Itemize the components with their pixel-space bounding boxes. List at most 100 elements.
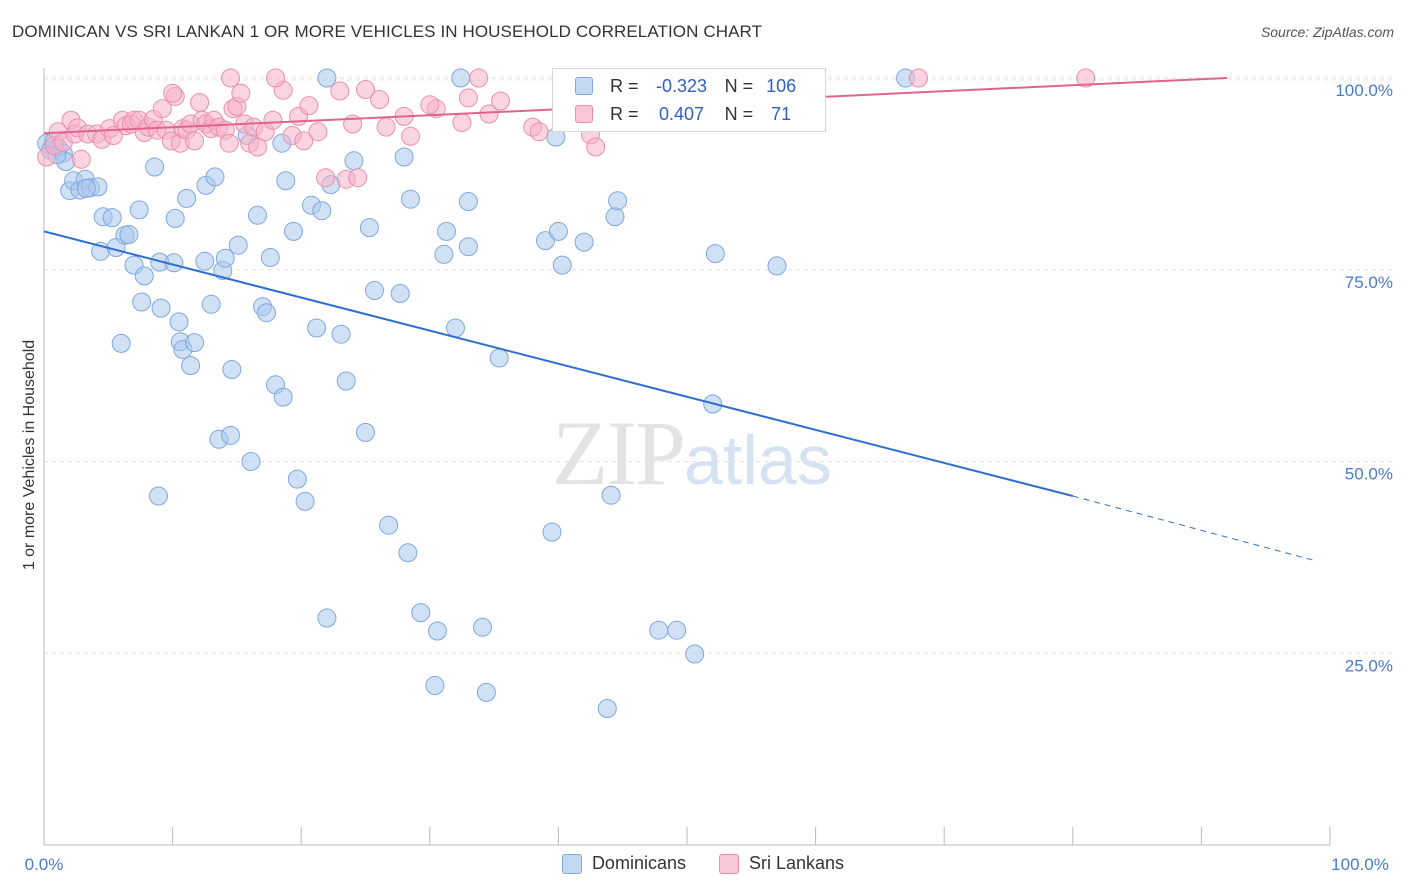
data-point xyxy=(111,333,131,353)
data-point xyxy=(370,90,390,109)
axes xyxy=(43,68,1331,846)
series-legend: Dominicans Sri Lankans xyxy=(0,852,1406,874)
data-point xyxy=(129,200,149,220)
source-label: Source: ZipAtlas.com xyxy=(1260,24,1394,40)
r-value: -0.323 xyxy=(656,75,708,96)
data-point xyxy=(308,122,328,142)
data-point xyxy=(336,371,356,391)
data-point xyxy=(317,608,337,628)
legend-swatch-sri-lankans xyxy=(719,853,739,874)
data-point xyxy=(469,68,489,88)
tick-labels: 25.0% 50.0% 75.0% 100.0% 0.0% 100.0% xyxy=(25,81,1393,874)
stats-legend: R = -0.323 N = 106 R = 0.407 N = 71 xyxy=(552,68,826,132)
data-point xyxy=(649,620,669,640)
y-tick-label: 25.0% xyxy=(1345,656,1393,675)
data-point xyxy=(165,208,185,228)
data-point xyxy=(434,244,454,264)
data-point xyxy=(411,603,431,623)
legend-row-sri-lankans: R = 0.407 N = 71 xyxy=(575,103,804,127)
series-dominicans xyxy=(37,68,916,718)
data-point xyxy=(163,83,183,103)
data-point xyxy=(273,387,293,407)
data-point xyxy=(221,425,240,445)
data-point xyxy=(185,333,204,353)
data-point xyxy=(317,68,337,88)
y-tick-label: 100.0% xyxy=(1335,81,1393,100)
data-point xyxy=(574,232,594,252)
data-point xyxy=(102,208,122,228)
data-point xyxy=(219,133,239,153)
data-point xyxy=(185,131,204,151)
legend-label-dominicans: Dominicans xyxy=(591,853,686,874)
legend-swatch-dominicans xyxy=(561,853,582,874)
data-point xyxy=(307,318,327,338)
data-point xyxy=(552,255,572,275)
data-point xyxy=(379,515,399,535)
data-point xyxy=(458,237,478,257)
data-point xyxy=(608,191,628,211)
data-point xyxy=(294,131,314,151)
data-point xyxy=(231,83,251,103)
data-point xyxy=(266,68,285,88)
data-point xyxy=(601,485,621,505)
data-point xyxy=(299,96,319,116)
data-point xyxy=(476,682,496,702)
data-point xyxy=(195,251,215,271)
data-point xyxy=(169,312,189,332)
legend-swatch-sri-lankans xyxy=(575,105,593,124)
grid-lines xyxy=(44,77,1392,654)
data-point xyxy=(586,137,606,157)
data-point xyxy=(119,225,139,244)
data-point xyxy=(257,303,276,323)
n-label: N = xyxy=(724,103,754,124)
data-points xyxy=(37,68,1096,718)
data-point xyxy=(145,157,165,177)
data-point xyxy=(149,486,168,506)
data-point xyxy=(394,147,414,167)
legend-swatch-dominicans xyxy=(575,77,593,96)
data-point xyxy=(398,543,418,563)
data-point xyxy=(420,95,440,115)
watermark-zip: ZIP xyxy=(552,402,686,504)
data-point xyxy=(222,360,242,379)
data-point xyxy=(205,167,225,187)
data-point xyxy=(221,68,240,88)
data-point xyxy=(330,81,350,101)
data-point xyxy=(151,298,171,318)
data-point xyxy=(685,644,705,664)
legend-label-sri-lankans: Sri Lankans xyxy=(749,853,845,874)
x-tick-label-end: 100.0% xyxy=(1331,855,1389,874)
data-point xyxy=(181,356,201,376)
data-point xyxy=(705,244,725,264)
data-point xyxy=(348,168,368,188)
data-point xyxy=(331,324,351,344)
data-point xyxy=(356,422,375,442)
data-point xyxy=(132,292,152,312)
data-point xyxy=(548,221,568,241)
data-point xyxy=(76,178,96,198)
data-point xyxy=(248,205,267,225)
data-point xyxy=(295,491,315,511)
chart-title: DOMINICAN VS SRI LANKAN 1 OR MORE VEHICL… xyxy=(12,22,763,41)
watermark-atlas: atlas xyxy=(684,421,832,499)
data-point xyxy=(437,221,456,241)
r-label: R = xyxy=(610,75,639,96)
legend-item-dominicans: Dominicans xyxy=(561,852,686,874)
data-point xyxy=(134,266,154,286)
data-point xyxy=(376,117,396,137)
data-point xyxy=(473,617,492,637)
data-point xyxy=(458,88,478,108)
data-point xyxy=(365,281,384,300)
data-point xyxy=(446,318,465,338)
data-point xyxy=(451,68,471,88)
n-value: 71 xyxy=(771,103,792,124)
trend-line-dominicans xyxy=(43,230,1074,497)
data-point xyxy=(401,189,420,209)
data-point xyxy=(201,294,221,314)
data-point xyxy=(241,452,261,471)
data-point xyxy=(177,188,197,208)
trend-line-extension xyxy=(1072,495,1318,562)
data-point xyxy=(190,93,210,112)
data-point xyxy=(425,676,445,695)
